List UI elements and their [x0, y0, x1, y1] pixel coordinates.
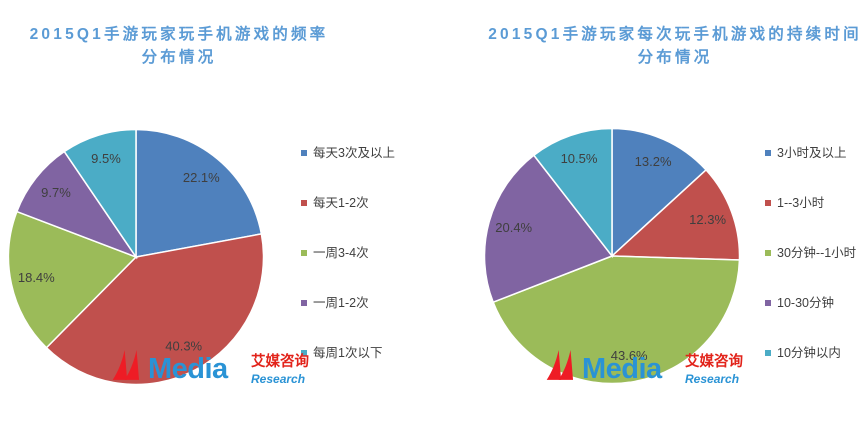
svg-text:Media: Media — [582, 353, 663, 385]
svg-text:Research: Research — [685, 372, 739, 386]
svg-text:艾媒咨询: 艾媒咨询 — [685, 352, 743, 370]
